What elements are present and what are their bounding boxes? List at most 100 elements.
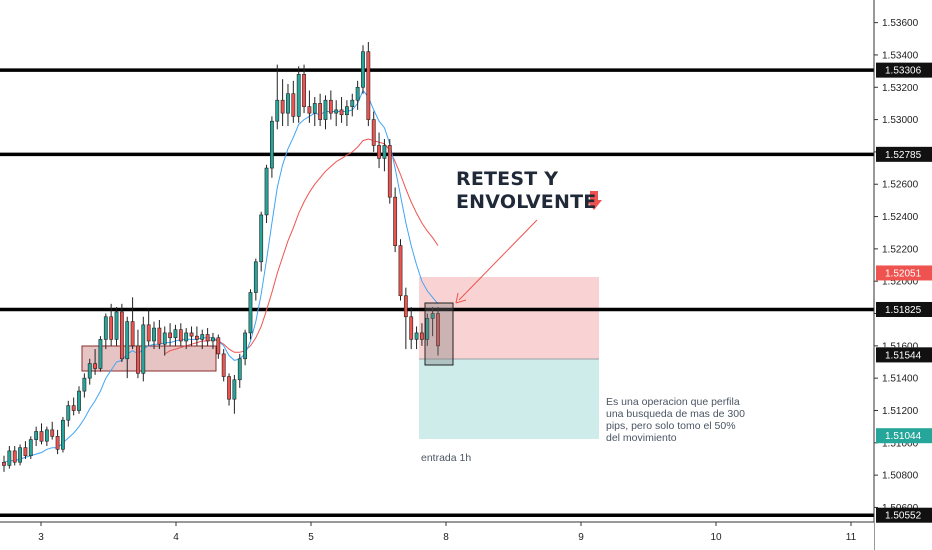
annotation-arrow-line	[458, 219, 538, 301]
candle	[152, 321, 156, 350]
level-badge-3: 1.50552	[885, 511, 922, 522]
annotation-title-line-1: RETEST Y	[456, 168, 559, 190]
y-tick-label: 1.53400	[882, 50, 919, 61]
x-ticks: 3 4 5 8 9 10 11	[38, 522, 857, 543]
candle-body	[184, 332, 189, 342]
level-badge-2: 1.51825	[885, 305, 922, 316]
candle-body	[146, 324, 151, 342]
y-tick-label: 1.52000	[882, 277, 919, 288]
annotation-title: RETEST Y ENVOLVENTE	[456, 168, 596, 214]
candle-body	[87, 363, 92, 379]
candle-body	[409, 316, 414, 340]
y-tick-label: 1.51200	[882, 406, 919, 417]
candle	[71, 397, 76, 416]
candle-body	[275, 99, 280, 122]
candle	[398, 239, 403, 301]
y-tick-label: 1.53600	[882, 18, 919, 29]
candle-body	[243, 332, 248, 360]
candle-body	[296, 74, 301, 117]
consolidation-box[interactable]	[81, 345, 217, 372]
candle-body	[7, 450, 12, 466]
y-tick-label: 1.53000	[882, 115, 919, 126]
candle-body	[323, 99, 328, 120]
candle	[227, 373, 231, 406]
price-badge-3-bg	[876, 428, 932, 444]
annotation-arrow-head	[455, 292, 467, 304]
candle	[371, 111, 376, 152]
candle-body	[119, 311, 124, 360]
candle	[136, 329, 140, 379]
candle-body	[205, 334, 210, 342]
candle	[55, 429, 60, 455]
candle-body	[328, 99, 333, 114]
candle-body	[152, 327, 156, 342]
candle-body	[371, 119, 376, 146]
y-tick-label: 1.52600	[882, 180, 919, 191]
candle	[275, 64, 280, 130]
candle	[366, 42, 371, 127]
candle-body	[2, 461, 6, 466]
candle	[141, 316, 146, 382]
candle-body	[334, 109, 339, 114]
engulfing-highlight-box[interactable]	[424, 302, 454, 366]
candle-body	[141, 324, 146, 374]
candle	[119, 303, 124, 363]
candle	[232, 374, 237, 414]
candle	[243, 329, 248, 366]
candle	[98, 336, 103, 372]
candle-body	[98, 339, 103, 369]
candle	[248, 289, 253, 340]
candle	[350, 93, 355, 117]
candles	[2, 42, 440, 472]
stop-loss-zone[interactable]	[419, 277, 599, 359]
candle	[420, 323, 424, 346]
level-badge-0-bg	[876, 62, 932, 78]
candle	[93, 349, 97, 375]
candle	[436, 307, 440, 356]
y-tick-label: 1.51600	[882, 341, 919, 352]
candle	[328, 90, 333, 120]
candle	[103, 313, 108, 350]
price-axis: 1.536001.534001.532001.530001.528001.526…	[873, 0, 932, 550]
candle-body	[211, 337, 215, 342]
annotation-note: Es una operacion que perfila una busqued…	[606, 396, 766, 444]
candle-body	[162, 332, 167, 345]
candle-body	[39, 431, 44, 442]
candle	[39, 423, 44, 445]
candle-body	[77, 390, 81, 411]
x-tick-label: 10	[710, 532, 722, 543]
candle-body	[345, 106, 349, 116]
candle-body	[23, 447, 28, 457]
candle-body	[168, 332, 172, 339]
y-tick-label: 1.51400	[882, 374, 919, 385]
candle-body	[436, 313, 440, 347]
candle-body	[259, 214, 264, 263]
candle	[194, 326, 199, 346]
candle-body	[130, 321, 135, 347]
candle	[184, 328, 189, 350]
candle-body	[44, 429, 49, 442]
ema-slow-series	[164, 138, 439, 355]
candle	[189, 326, 194, 346]
candle-body	[93, 363, 97, 369]
candle-body	[66, 405, 71, 421]
candle-body	[173, 329, 178, 339]
candle	[270, 116, 274, 178]
candle	[409, 307, 414, 350]
candle-body	[103, 316, 108, 340]
ema-fast-series	[3, 89, 439, 463]
candle	[253, 258, 258, 301]
candle-body	[425, 318, 430, 340]
level-badge-1: 1.52785	[885, 150, 922, 161]
y-tick-label: 1.53200	[882, 83, 919, 94]
candle	[211, 332, 215, 350]
candle-body	[71, 405, 76, 411]
candle	[44, 426, 49, 447]
candle-body	[366, 51, 371, 120]
candle	[28, 436, 33, 459]
annotation-note-line-4: del movimiento	[606, 432, 677, 444]
candle	[361, 45, 365, 94]
y-tick-label: 1.51000	[882, 438, 919, 449]
take-profit-zone[interactable]	[419, 359, 599, 439]
candle-body	[286, 93, 290, 114]
